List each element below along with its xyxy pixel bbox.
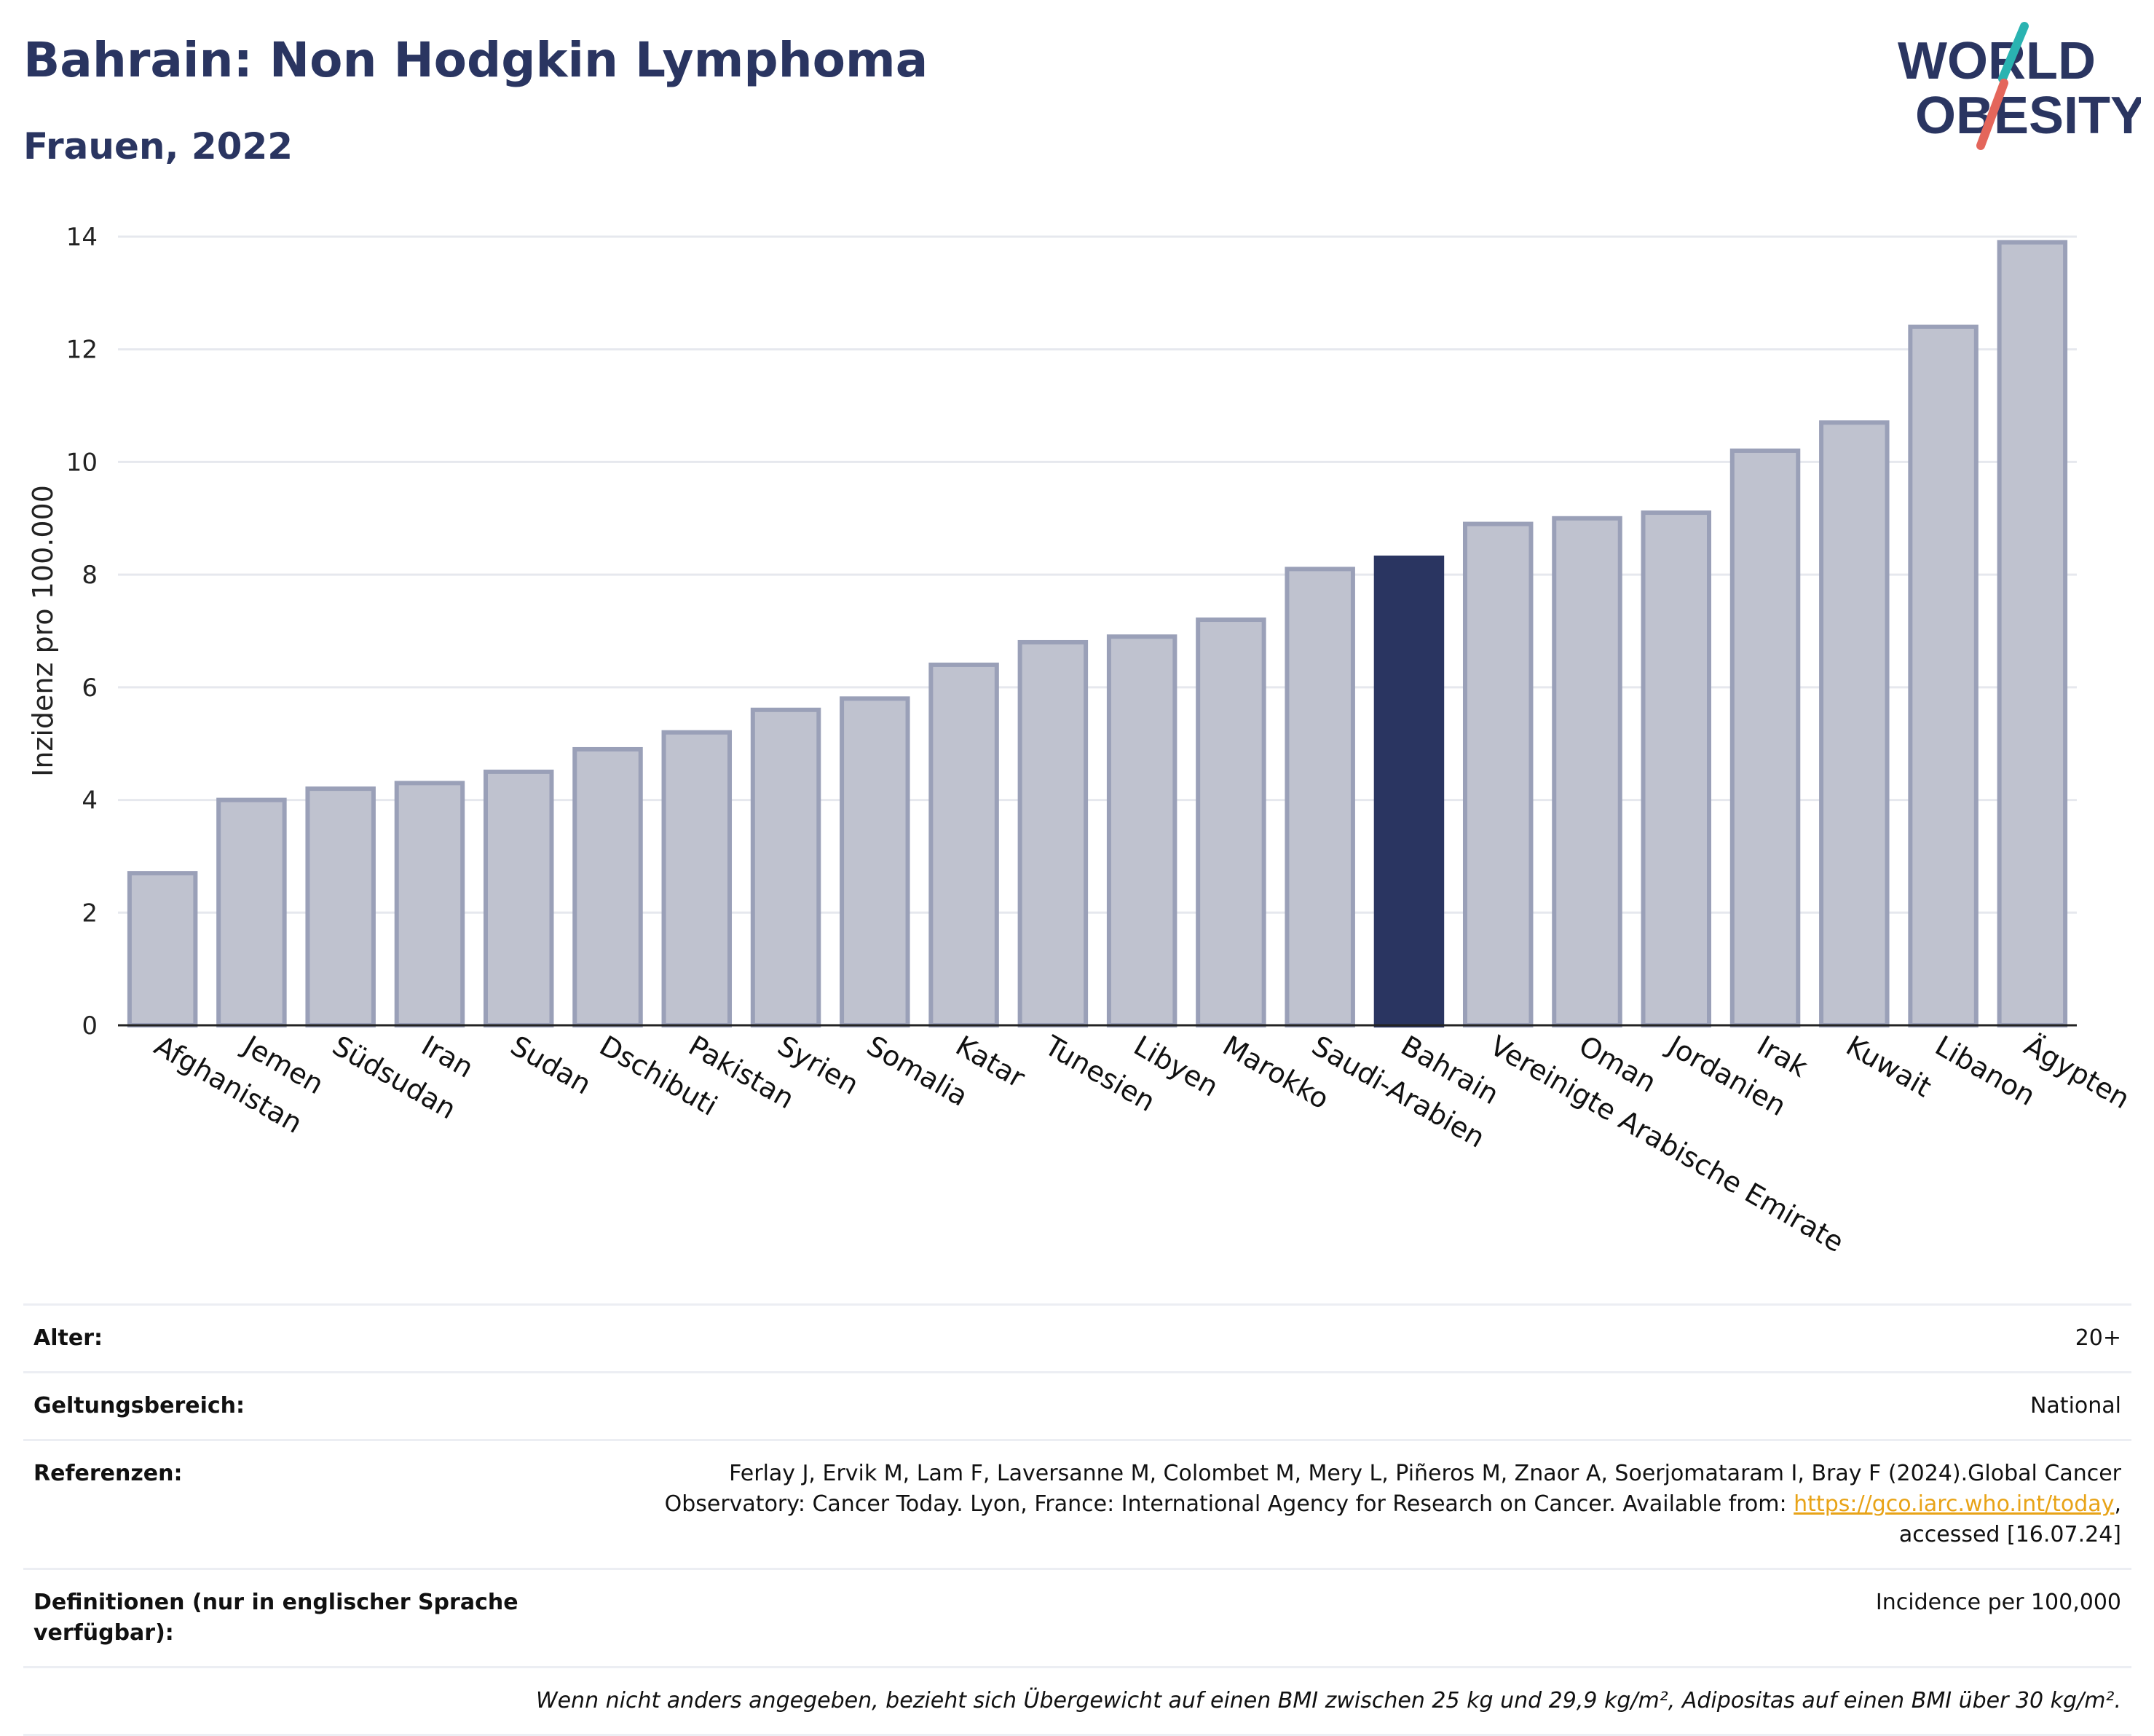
scope-label: Geltungsbereich:: [33, 1393, 245, 1419]
x-tick-label: Ägypten: [2019, 1030, 2135, 1116]
references-text: Ferlay J, Ervik M, Lam F, Laversanne M, …: [664, 1461, 2121, 1517]
bar-20: [1908, 324, 1979, 1027]
bar-14: [1373, 555, 1445, 1027]
bar-19: [1819, 420, 1890, 1027]
bmi-note: Wenn nicht anders angegeben, bezieht sic…: [535, 1688, 2121, 1713]
scope-value: National: [2029, 1393, 2121, 1419]
logo-word-world: WORLD: [1898, 32, 2096, 90]
meta-row-note: Wenn nicht anders angegeben, bezieht sic…: [23, 1666, 2131, 1736]
y-tick-label: 14: [66, 223, 98, 252]
x-tick-label: Irak: [1752, 1030, 1813, 1084]
y-tick-label: 4: [82, 786, 98, 816]
meta-row-age: Alter: 20+: [23, 1303, 2131, 1371]
y-tick-label: 2: [82, 899, 98, 928]
references-link[interactable]: https://gco.iarc.who.int/today: [1794, 1491, 2115, 1517]
bar-13: [1285, 567, 1355, 1027]
y-axis-label: Inzidenz pro 100.000: [27, 485, 59, 777]
references-value: Ferlay J, Ervik M, Lam F, Laversanne M, …: [612, 1441, 2131, 1568]
logo-slash-red: [1976, 79, 2008, 150]
bar-7: [750, 707, 821, 1027]
chart-subtitle: Frauen, 2022: [23, 125, 293, 167]
metadata-table: Alter: 20+ Geltungsbereich: National Ref…: [23, 1303, 2131, 1736]
bar-17: [1641, 510, 1712, 1027]
bar-2: [305, 786, 376, 1027]
bar-15: [1462, 521, 1534, 1027]
definitions-value: Incidence per 100,000: [1875, 1590, 2121, 1615]
bar-1: [216, 797, 287, 1027]
meta-row-references: Referenzen: Ferlay J, Ervik M, Lam F, La…: [23, 1439, 2131, 1568]
references-label: Referenzen:: [33, 1461, 183, 1486]
x-tick-label: Somalia: [861, 1030, 974, 1113]
bar-3: [394, 781, 465, 1027]
y-tick-label: 6: [82, 674, 98, 703]
y-tick-label: 8: [82, 561, 98, 590]
x-tick-label: Kuwait: [1841, 1030, 1937, 1104]
bar-21: [1997, 240, 2068, 1027]
bar-18: [1729, 448, 1801, 1027]
bar-12: [1196, 618, 1266, 1027]
bar-6: [661, 730, 733, 1027]
bar-5: [572, 746, 643, 1027]
logo-slash-teal: [1998, 22, 2029, 83]
y-tick-label: 12: [66, 336, 98, 365]
references-accessed: , accessed [16.07.24]: [1898, 1491, 2121, 1547]
age-value: 20+: [2075, 1325, 2121, 1351]
bar-4: [483, 769, 554, 1028]
bar-10: [1017, 639, 1089, 1027]
world-obesity-logo: WORLD OBESITY: [1898, 22, 2141, 150]
logo-word-obesity: OBESITY: [1915, 87, 2141, 145]
y-tick-label: 10: [66, 448, 98, 477]
definitions-label: Definitionen (nur in englischer Sprache …: [33, 1590, 518, 1646]
chart-title: Bahrain: Non Hodgkin Lymphoma: [23, 32, 928, 88]
x-tick-label: Libanon: [1930, 1030, 2040, 1112]
bar-0: [127, 871, 198, 1028]
x-tick-label: Iran: [416, 1030, 478, 1084]
bar-16: [1552, 516, 1622, 1027]
meta-row-scope: Geltungsbereich: National: [23, 1371, 2131, 1439]
meta-row-definitions: Definitionen (nur in englischer Sprache …: [23, 1568, 2131, 1666]
bar-8: [840, 696, 910, 1027]
x-tick-label: Sudan: [505, 1030, 597, 1101]
bar-9: [928, 662, 999, 1028]
y-tick-label: 0: [82, 1011, 98, 1041]
age-label: Alter:: [33, 1325, 103, 1351]
bar-11: [1106, 634, 1177, 1027]
